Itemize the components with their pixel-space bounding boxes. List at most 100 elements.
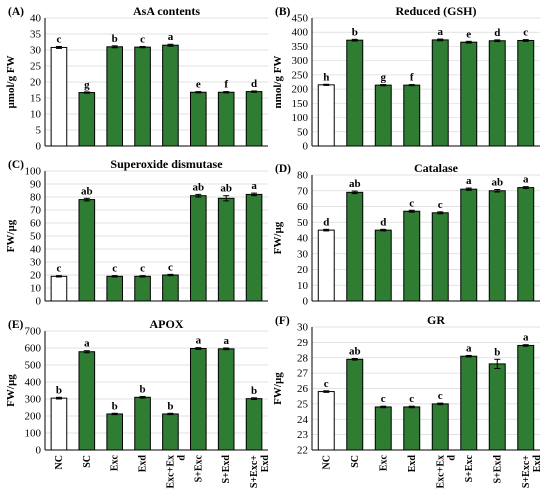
- panel-f-sig-letter: c: [409, 393, 414, 405]
- panel-d-ytick-label: 60: [297, 201, 309, 213]
- panel-e-category-label: NC: [54, 455, 65, 469]
- panel-f-category-label: S+Exc: [464, 454, 475, 482]
- panel-e-label: (E): [8, 319, 24, 331]
- panel-a-ytick-label: 20: [30, 77, 42, 89]
- panel-a-ytick-label: 0: [36, 141, 42, 153]
- panel-f-ylabel: FW/µg: [272, 372, 284, 405]
- panel-a-ytick-label: 30: [30, 45, 42, 57]
- panel-d-sig-letter: a: [466, 175, 472, 187]
- panel-c-bar: [190, 195, 207, 302]
- panel-d-sig-letter: d: [323, 216, 329, 228]
- panel-d-ylabel: FW/µg: [272, 221, 284, 254]
- panel-a-ytick-label: 5: [36, 125, 42, 137]
- panel-d-ytick-label: 10: [297, 280, 309, 292]
- panel-c-title: Superoxide dismutase: [110, 157, 223, 171]
- panel-f-ytick-label: 30: [297, 322, 309, 334]
- panel-f-category-label: S+Exc+: [521, 455, 532, 488]
- panel-d-bar: [460, 188, 478, 302]
- panel-f-ytick-label: 22: [297, 445, 308, 457]
- panel-d-ytick-label: 50: [297, 217, 309, 229]
- panel-e-category-label: S+Exc: [193, 454, 204, 482]
- panel-d-ytick-label: 70: [297, 185, 309, 197]
- panel-b-sig-letter: g: [381, 72, 387, 84]
- panel-c-label: (C): [8, 159, 24, 171]
- panel-d-label: (D): [275, 163, 291, 175]
- panel-c-bar: [134, 275, 151, 302]
- panel-a-bar: [190, 91, 207, 147]
- panel-a-sig-letter: b: [112, 33, 118, 45]
- panel-b-bar: [517, 39, 535, 147]
- panel-c-ytick-label: 70: [30, 205, 42, 217]
- panel-a-sig-letter: g: [84, 79, 90, 91]
- panel-c-sig-letter: ab: [220, 183, 232, 195]
- panel-a-bar: [245, 91, 263, 147]
- panel-d-sig-letter: a: [523, 174, 529, 186]
- panel-e-category-label: SC: [82, 455, 93, 468]
- panel-b-sig-letter: h: [323, 71, 329, 83]
- panel-e-sig-letter: b: [251, 385, 257, 397]
- panel-d-ytick-label: 20: [297, 264, 309, 276]
- panel-d-sig-letter: c: [438, 199, 443, 211]
- panel-e-category-label: d: [176, 455, 187, 461]
- panel-f-sig-letter: c: [324, 378, 329, 390]
- panel-c-ytick-label: 40: [30, 244, 42, 256]
- panel-b-bar: [317, 84, 335, 147]
- panel-e-category-label: Exd: [138, 455, 149, 473]
- panel-a-ytick-label: 35: [30, 29, 42, 41]
- panel-f-ytick-label: 23: [297, 429, 309, 441]
- panel-a-sig-letter: c: [140, 33, 145, 45]
- panel-d-bar: [346, 191, 364, 302]
- panel-c-sig-letter: ab: [81, 185, 93, 197]
- panel-e-bar: [106, 413, 123, 451]
- panel-f-bar: [517, 344, 535, 451]
- panel-e-ytick-label: 100: [25, 428, 42, 440]
- panel-e-bar: [134, 396, 151, 451]
- panel-d-sig-letter: ab: [349, 178, 361, 190]
- panel-c-bar: [50, 275, 68, 302]
- panel-b-sig-letter: b: [352, 26, 358, 38]
- panel-f-sig-letter: b: [494, 346, 500, 358]
- panel-b-ytick-label: 350: [292, 41, 309, 53]
- panel-a-bar: [50, 46, 68, 147]
- panel-b-ytick-label: 0: [303, 141, 309, 153]
- panel-e-sig-letter: a: [223, 335, 229, 347]
- panel-c-sig-letter: ab: [193, 181, 205, 193]
- panel-e-bar: [217, 348, 235, 451]
- panel-b-sig-letter: a: [438, 26, 444, 38]
- panel-e-bar: [78, 351, 96, 451]
- panel-a-label: (A): [8, 6, 24, 18]
- panel-b-bar: [431, 39, 449, 147]
- panel-e-category-label: Exc+Ex: [165, 455, 176, 488]
- panel-f-sig-letter: a: [523, 332, 529, 344]
- panel-b-ytick-label: 100: [292, 112, 309, 124]
- panel-f-ytick-label: 24: [297, 414, 309, 426]
- panel-d-sig-letter: ab: [491, 176, 503, 188]
- panel-f-ytick-label: 28: [297, 352, 309, 364]
- panel-a-bar: [78, 92, 96, 147]
- panel-e-ytick-label: 400: [25, 377, 42, 389]
- panel-d-bar: [517, 187, 535, 302]
- panel-e-ytick-label: 0: [36, 445, 42, 457]
- panel-d-bar: [431, 212, 449, 302]
- panel-c-bar: [78, 199, 96, 302]
- panel-e-ytick-label: 300: [25, 394, 42, 406]
- panel-e-sig-letter: b: [140, 383, 146, 395]
- panel-c-sig-letter: c: [112, 263, 117, 275]
- panel-c-sig-letter: a: [251, 180, 257, 192]
- panel-f-category-label: Exc: [378, 454, 389, 471]
- panel-f-sig-letter: c: [381, 393, 386, 405]
- panel-a-sig-letter: f: [224, 79, 228, 91]
- panel-f-ytick-label: 27: [297, 368, 309, 380]
- panel-e-bar: [162, 413, 179, 451]
- panel-f-sig-letter: ab: [349, 346, 361, 358]
- panel-a-sig-letter: c: [56, 33, 61, 45]
- panel-d-bar: [374, 229, 392, 302]
- panel-a-bar: [106, 46, 123, 147]
- panel-c-ytick-label: 90: [30, 179, 42, 191]
- panel-b-ytick-label: 300: [292, 55, 309, 67]
- panel-f-sig-letter: c: [438, 390, 443, 402]
- panel-e-ylabel: FW/µg: [5, 374, 17, 407]
- panel-f-ytick-label: 26: [297, 383, 309, 395]
- panel-a-sig-letter: a: [168, 31, 174, 43]
- panel-c-ytick-label: 80: [30, 192, 42, 204]
